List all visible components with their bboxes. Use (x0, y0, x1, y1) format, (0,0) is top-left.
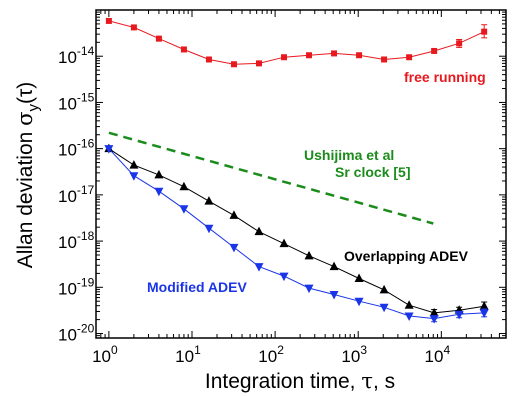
series-0 (105, 17, 488, 68)
x-tick-label: 102 (258, 343, 284, 366)
y-tick-label: 10-15 (58, 90, 95, 113)
data-point (354, 273, 364, 283)
y-tick-label: 10-17 (58, 183, 95, 206)
label-free-running: free running (404, 69, 486, 85)
data-point (356, 52, 363, 59)
data-point (304, 250, 314, 260)
data-point (281, 54, 288, 61)
data-point (481, 28, 488, 35)
data-point (105, 17, 112, 24)
data-point (129, 160, 139, 169)
series-2 (104, 145, 489, 324)
data-point (154, 169, 164, 179)
x-tick-label: 100 (92, 343, 118, 366)
y-axis-tick-labels: 10-14 10-15 10-16 10-17 10-18 10-19 10-20 (58, 44, 95, 344)
label-overlapping-adev: Overlapping ADEV (344, 248, 469, 264)
data-point (429, 307, 439, 317)
data-point (429, 315, 439, 324)
data-point (456, 40, 463, 47)
data-point (329, 290, 339, 300)
data-point (229, 243, 239, 253)
y-axis-ticks (96, 9, 506, 339)
x-axis-ticks (95, 10, 507, 338)
y-tick-label: 10-19 (58, 275, 95, 298)
x-tick-label: 101 (175, 343, 201, 366)
data-point (431, 47, 438, 54)
data-point (479, 309, 489, 318)
y-tick-label: 10-20 (58, 322, 95, 345)
data-point (205, 56, 212, 63)
data-point (379, 284, 389, 294)
series-layer (104, 17, 489, 324)
data-point (406, 54, 413, 61)
series-line (108, 148, 485, 314)
x-axis-tick-labels: 100 101 102 103 104 (92, 343, 450, 366)
series-line (108, 20, 485, 65)
data-point (404, 312, 414, 321)
y-tick-label: 10-16 (58, 137, 95, 160)
x-axis-title: Integration time, τ, s (205, 369, 395, 393)
data-point (381, 56, 388, 63)
data-point (454, 310, 464, 320)
y-tick-label: 10-14 (58, 44, 95, 67)
x-tick-label: 104 (425, 343, 451, 366)
data-point (204, 224, 214, 234)
data-point (180, 46, 187, 53)
x-tick-label: 103 (341, 343, 367, 366)
data-point (279, 272, 289, 282)
data-point (404, 300, 414, 309)
data-point (329, 261, 339, 271)
series-line (108, 131, 434, 225)
data-point (254, 226, 264, 236)
plot-frame (95, 9, 507, 339)
data-point (130, 24, 137, 31)
data-point (179, 181, 189, 191)
data-point (279, 238, 289, 248)
data-point (204, 196, 214, 205)
data-point (129, 172, 139, 181)
data-point (479, 301, 489, 310)
data-point (154, 187, 164, 197)
data-point (255, 60, 262, 67)
data-point (379, 303, 389, 313)
series-3 (108, 131, 434, 225)
data-point (104, 145, 114, 154)
label-modified-adev: Modified ADEV (147, 279, 247, 295)
data-point (306, 52, 313, 59)
series-line (108, 148, 485, 320)
data-point (155, 35, 162, 42)
data-point (304, 284, 314, 294)
data-point (331, 50, 338, 57)
data-point (254, 263, 264, 272)
data-point (179, 205, 189, 214)
y-tick-label: 10-18 (58, 229, 95, 252)
label-ushijima: Ushijima et al (304, 147, 394, 163)
data-point (230, 61, 237, 68)
label-sr-clock: Sr clock [5] (335, 164, 410, 180)
data-point (229, 210, 239, 219)
data-point (354, 297, 364, 307)
y-axis-title: Allan deviation σy(τ) (13, 82, 42, 269)
